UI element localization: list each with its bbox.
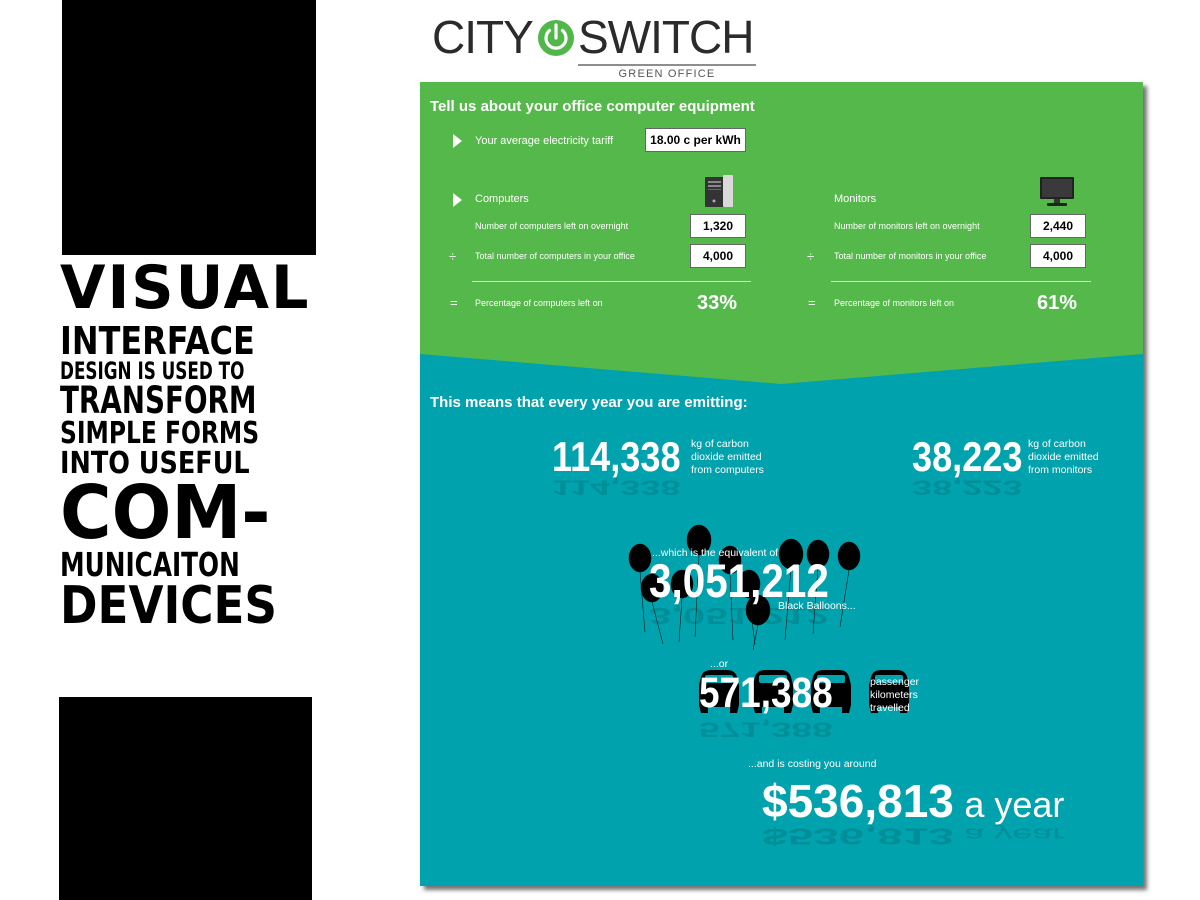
logo-text-city: CITY <box>432 11 534 63</box>
poster-line-5: SIMPLE FORMS <box>60 416 260 451</box>
logo-divider <box>578 64 756 66</box>
black-balloons-icon <box>628 524 861 651</box>
results-section-title: This means that every year you are emitt… <box>430 394 748 411</box>
monitor-icon <box>1040 177 1074 206</box>
computers-equals-icon: = <box>450 295 458 310</box>
input-section-title: Tell us about your office computer equip… <box>430 98 755 115</box>
logo-subtitle: GREEN OFFICE <box>618 68 716 80</box>
balloons-value: 3,051,212 <box>649 554 829 607</box>
monitors-divide-icon: ÷ <box>807 249 815 264</box>
computers-co2-reflection: 114,338 <box>552 476 681 500</box>
desktop-tower-icon <box>705 175 733 207</box>
monitors-left-on-input[interactable]: 2,440 <box>1030 214 1086 238</box>
poster-black-block-bottom <box>59 697 312 900</box>
kilometers-description: passenger kilometers travelled <box>870 676 920 714</box>
cityswitch-logo: CITY SWITCH GREEN OFFICE <box>432 12 758 82</box>
computers-total-input[interactable]: 4,000 <box>690 244 746 268</box>
computers-left-on-input[interactable]: 1,320 <box>690 214 746 238</box>
poster-headline: VISUAL INTERFACE DESIGN IS USED TO TRANS… <box>60 258 322 632</box>
cars-icon <box>699 670 909 713</box>
kilometers-reflection: 571,388 <box>699 717 833 742</box>
cost-reflection: $536,813 a year <box>762 823 1065 850</box>
poster-black-block-top <box>62 0 316 255</box>
poster-line-2: INTERFACE <box>60 319 255 363</box>
or-label: ...or <box>710 658 729 670</box>
monitors-pct-value: 61% <box>1037 292 1078 314</box>
cost-line: $536,813 a year <box>762 774 1064 828</box>
poster-line-6: INTO USEFUL <box>60 446 250 481</box>
poster-line-7: COM- <box>60 470 271 556</box>
tariff-input[interactable]: 18.00 c per kWh <box>645 128 746 152</box>
poster-line-1: VISUAL <box>60 253 311 323</box>
kilometers-value: 571,388 <box>699 669 833 717</box>
computers-pct-value: 33% <box>697 292 738 314</box>
computers-left-on-label: Number of computers left on overnight <box>475 221 629 231</box>
monitors-left-on-label: Number of monitors left on overnight <box>834 221 980 231</box>
monitors-total-label: Total number of monitors in your office <box>834 251 987 261</box>
computers-co2-description: kg of carbon dioxide emitted from comput… <box>691 438 764 476</box>
balloons-label: Black Balloons... <box>778 600 856 612</box>
monitors-pct-label: Percentage of monitors left on <box>834 298 955 308</box>
monitors-total-input[interactable]: 4,000 <box>1030 244 1086 268</box>
monitors-co2-reflection: 38,223 <box>912 476 1023 500</box>
poster-line-4: TRANSFORM <box>60 379 257 422</box>
poster-line-9: DEVICES <box>60 576 277 636</box>
cost-suffix: a year <box>964 784 1065 825</box>
monitors-co2-description: kg of carbon dioxide emitted from monito… <box>1028 438 1099 476</box>
computers-heading: Computers <box>475 193 529 205</box>
power-icon <box>538 20 574 56</box>
computers-divide-icon: ÷ <box>449 249 457 264</box>
monitors-heading: Monitors <box>834 193 877 205</box>
equivalent-label: ...which is the equivalent of <box>652 547 779 559</box>
monitors-co2-value: 38,223 <box>912 433 1023 480</box>
monitors-separator <box>831 281 1091 282</box>
poster-line-8: MUNICAITON <box>60 545 240 584</box>
logo-text-switch: SWITCH <box>578 11 754 63</box>
computers-arrow-icon <box>453 193 462 207</box>
computers-total-label: Total number of computers in your office <box>475 251 635 261</box>
tariff-label: Your average electricity tariff <box>475 135 614 147</box>
calculator-panel: Tell us about your office computer equip… <box>420 82 1143 886</box>
panel-background <box>420 82 1143 886</box>
cost-label: ...and is costing you around <box>748 758 877 770</box>
cost-value: $536,813 <box>762 775 954 827</box>
monitors-equals-icon: = <box>808 295 816 310</box>
computers-co2-value: 114,338 <box>552 433 681 480</box>
computers-separator <box>472 281 751 282</box>
tariff-arrow-icon <box>453 134 462 148</box>
poster-line-3: DESIGN IS USED TO <box>60 357 245 385</box>
computers-pct-label: Percentage of computers left on <box>475 298 603 308</box>
